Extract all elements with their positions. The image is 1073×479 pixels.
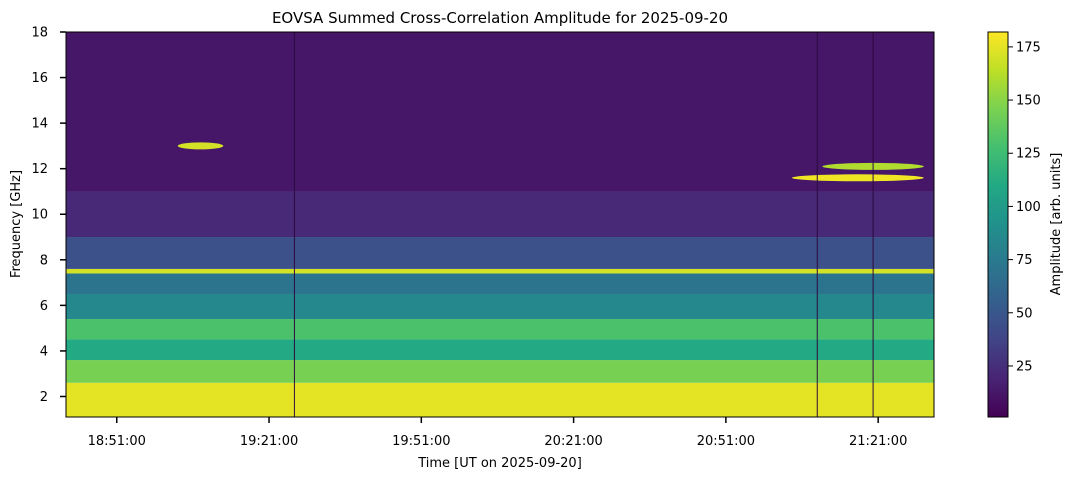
frequency-band — [66, 273, 934, 294]
y-tick-label: 2 — [40, 390, 48, 405]
x-tick-label: 18:51:00 — [88, 434, 146, 449]
frequency-band — [66, 191, 934, 238]
colorbar — [987, 31, 1009, 418]
frequency-band — [66, 339, 934, 361]
y-tick-label: 12 — [31, 162, 48, 177]
x-tick-label: 19:51:00 — [392, 434, 450, 449]
colorbar-tick-label: 125 — [1016, 147, 1041, 162]
y-axis: 2 4 6 8 10 12 14 16 18 — [31, 26, 66, 405]
frequency-band — [66, 268, 934, 274]
colorbar-tick-label: 100 — [1016, 200, 1041, 215]
plot-frame — [65, 31, 935, 418]
y-tick-label: 4 — [40, 344, 48, 359]
x-tick-label: 20:21:00 — [544, 434, 602, 449]
colorbar-tick-label: 75 — [1016, 253, 1033, 268]
frequency-band — [66, 360, 934, 383]
colorbar-ticks: 25 50 75 100 125 150 175 — [1008, 40, 1041, 374]
y-tick-label: 16 — [31, 71, 48, 86]
colorbar-tick-label: 175 — [1016, 40, 1041, 55]
x-tick-label: 21:21:00 — [849, 434, 907, 449]
x-axis-label: Time [UT on 2025-09-20] — [417, 456, 582, 471]
y-tick-label: 10 — [31, 208, 48, 223]
colorbar-gradient — [987, 31, 1009, 418]
emission-burst-1 — [177, 142, 224, 150]
colorbar-tick-label: 150 — [1016, 94, 1041, 109]
frequency-band — [66, 382, 934, 417]
emission-burst-2 — [791, 174, 924, 182]
frequency-band — [66, 32, 934, 192]
x-tick-label: 19:21:00 — [240, 434, 298, 449]
x-tick-label: 20:51:00 — [697, 434, 755, 449]
colorbar-label: Amplitude [arb. units] — [1049, 153, 1064, 296]
heatmap-area — [66, 32, 934, 417]
y-tick-label: 6 — [40, 299, 48, 314]
chart-title: EOVSA Summed Cross-Correlation Amplitude… — [272, 9, 728, 27]
y-tick-label: 8 — [40, 253, 48, 268]
frequency-band — [66, 293, 934, 320]
colorbar-tick-label: 25 — [1016, 359, 1033, 374]
x-axis: 18:51:00 19:21:00 19:51:00 20:21:00 20:51:00… — [88, 417, 907, 449]
y-axis-label: Frequency [GHz] — [9, 170, 24, 278]
frequency-band — [66, 237, 934, 269]
colorbar-tick-label: 50 — [1016, 306, 1033, 321]
y-tick-label: 18 — [31, 26, 48, 41]
y-tick-label: 14 — [31, 117, 48, 132]
frequency-band — [66, 319, 934, 340]
